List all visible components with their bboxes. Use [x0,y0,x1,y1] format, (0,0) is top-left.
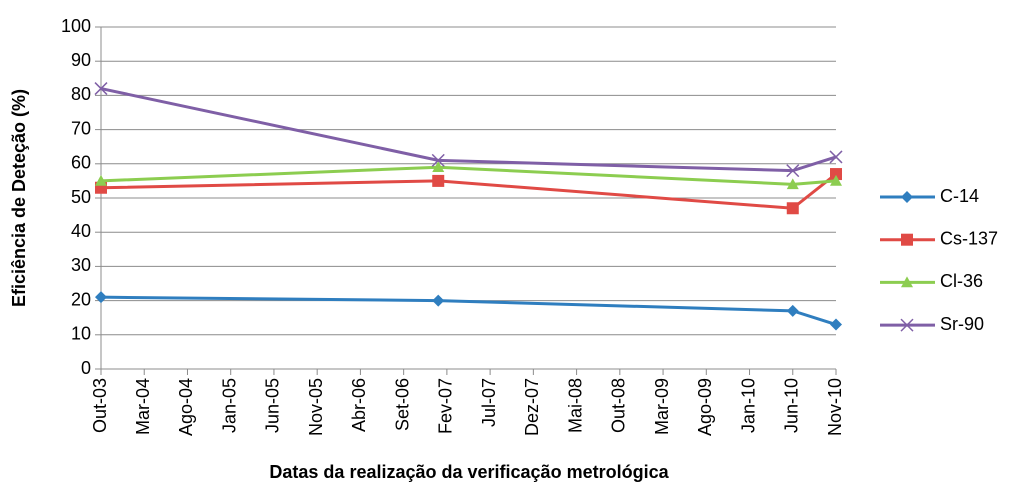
series-line [100,172,837,210]
x-tick-label: Nov-10 [825,378,845,436]
marker [901,276,913,288]
legend-label: Sr-90 [940,314,984,334]
x-axis-title: Datas da realização da verificação metro… [269,462,669,482]
x-tick-label: Jan-10 [738,378,758,433]
x-tick-label: Mar-04 [133,378,153,435]
series-line [100,165,837,186]
marker [900,318,914,332]
x-tick-label: Abr-06 [349,378,369,432]
marker [431,153,445,167]
marker [95,174,107,186]
y-tick-label: 0 [81,358,91,378]
marker [830,168,842,181]
x-tick-label: Out-03 [90,378,110,433]
x-tick-label: Jan-05 [219,378,239,433]
x-tick-label: Out-08 [609,378,629,433]
marker [94,82,108,96]
legend-label: Cl-36 [940,271,983,291]
x-tick-label: Ago-09 [695,378,715,436]
y-tick-label: 40 [71,221,91,241]
y-tick-label: 30 [71,255,91,275]
y-tick-label: 60 [71,153,91,173]
y-tick-label: 10 [71,324,91,344]
legend-label: Cs-137 [940,228,998,248]
marker [432,294,445,307]
legend-label: C-14 [940,186,979,206]
x-tick-label: Nov-05 [306,378,326,436]
x-tick-label: Fev-07 [436,378,456,434]
y-tick-label: 90 [71,50,91,70]
marker [786,304,799,317]
series-line [100,87,837,173]
marker [786,202,799,215]
y-tick-label: 80 [71,84,91,104]
x-tick-label: Jun-10 [782,378,802,433]
marker [95,291,107,304]
marker [901,191,913,203]
y-tick-label: 20 [71,289,91,309]
marker [786,178,799,190]
marker [901,233,913,246]
series-line [100,295,837,326]
marker [432,174,445,187]
x-tick-label: Dez-07 [522,378,542,436]
marker [830,174,842,186]
marker [786,164,800,178]
x-tick-label: Mar-09 [652,378,672,435]
marker [829,150,843,164]
y-tick-label: 70 [71,118,91,138]
y-axis-title: Eficiência de Deteção (%) [9,89,29,307]
x-tick-label: Ago-04 [176,378,196,436]
y-tick-label: 100 [61,16,91,36]
marker [432,161,445,173]
y-tick-label: 50 [71,187,91,207]
x-tick-label: Jul-07 [479,378,499,427]
x-tick-label: Jun-05 [263,378,283,433]
x-tick-label: Set-06 [392,378,412,431]
x-tick-label: Mai-08 [565,378,585,433]
marker [830,318,842,331]
